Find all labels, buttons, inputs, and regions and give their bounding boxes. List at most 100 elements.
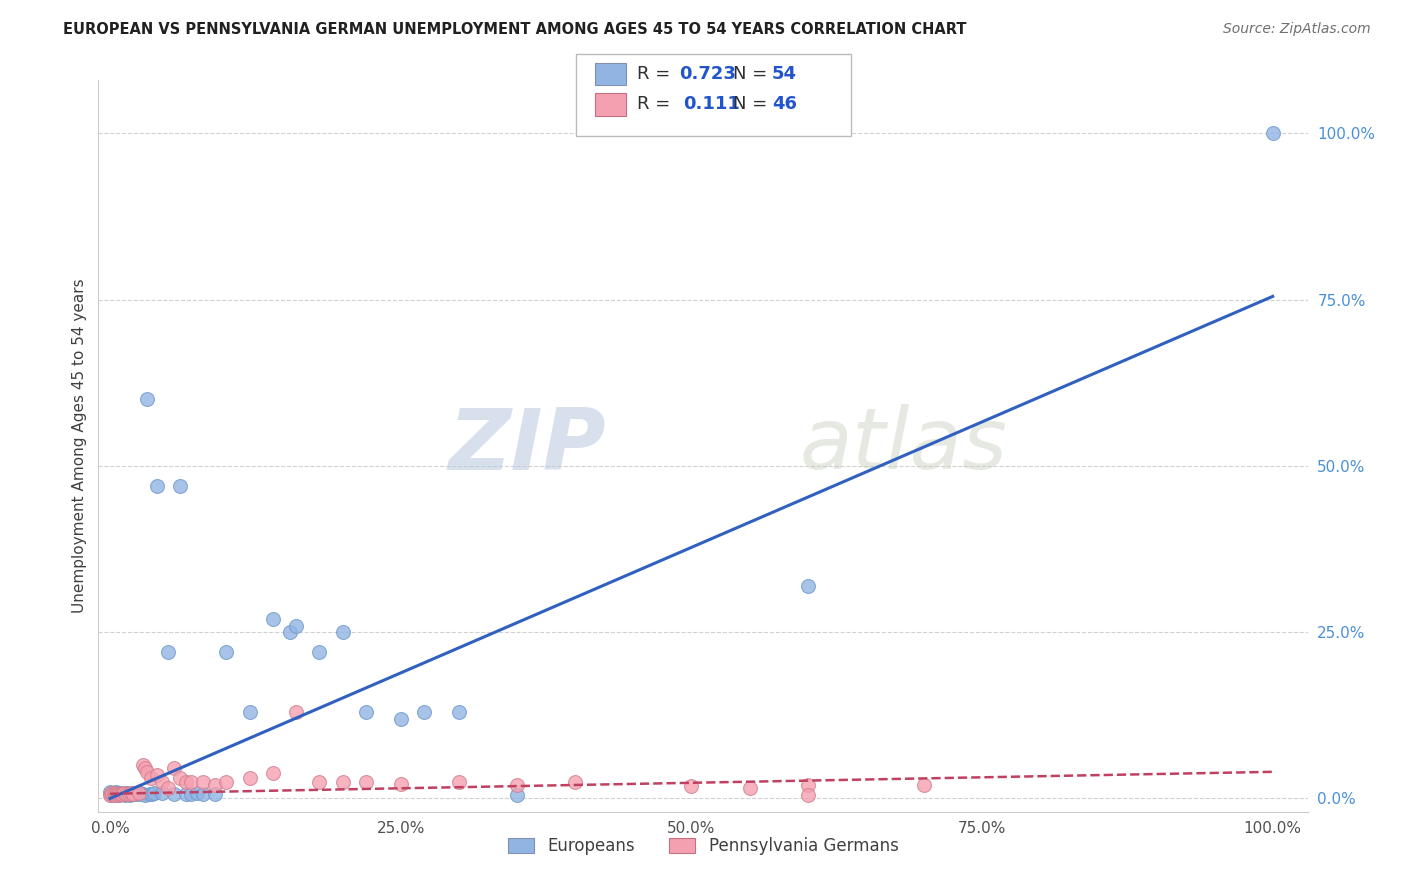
Point — [112, 786, 135, 800]
Point — [564, 774, 586, 789]
Point — [100, 786, 122, 800]
Point — [103, 788, 125, 802]
Point — [506, 778, 529, 792]
Point — [796, 778, 818, 792]
Point — [738, 781, 761, 796]
Point — [191, 788, 214, 802]
Point — [169, 479, 191, 493]
Point — [413, 705, 436, 719]
Point — [129, 786, 152, 800]
Point — [332, 625, 354, 640]
Point — [122, 788, 145, 802]
Point — [278, 625, 301, 640]
Point — [354, 774, 377, 789]
Point — [447, 705, 470, 719]
Text: atlas: atlas — [800, 404, 1008, 488]
Point — [163, 788, 186, 802]
Point — [120, 786, 142, 800]
Point — [204, 778, 226, 792]
Point — [134, 762, 156, 776]
Y-axis label: Unemployment Among Ages 45 to 54 years: Unemployment Among Ages 45 to 54 years — [72, 278, 87, 614]
Point — [104, 786, 127, 800]
Point — [138, 787, 160, 801]
Point — [122, 786, 145, 800]
Point — [157, 645, 180, 659]
Text: 54: 54 — [772, 65, 797, 83]
Point — [389, 712, 412, 726]
Point — [389, 777, 412, 791]
Point — [139, 772, 162, 786]
Point — [796, 788, 818, 802]
Point — [111, 788, 134, 802]
Point — [239, 772, 262, 786]
Legend: Europeans, Pennsylvania Germans: Europeans, Pennsylvania Germans — [501, 830, 905, 862]
Point — [796, 579, 818, 593]
Point — [174, 787, 197, 801]
Text: R =: R = — [637, 95, 682, 113]
Point — [180, 788, 202, 802]
Point — [105, 786, 128, 800]
Point — [120, 788, 142, 802]
Point — [118, 788, 141, 802]
Text: EUROPEAN VS PENNSYLVANIA GERMAN UNEMPLOYMENT AMONG AGES 45 TO 54 YEARS CORRELATI: EUROPEAN VS PENNSYLVANIA GERMAN UNEMPLOY… — [63, 22, 967, 37]
Point — [110, 787, 132, 801]
Point — [143, 786, 166, 800]
Point — [447, 774, 470, 789]
Point — [354, 705, 377, 719]
Point — [98, 785, 121, 799]
Point — [150, 774, 173, 789]
Text: R =: R = — [637, 65, 676, 83]
Point — [104, 787, 127, 801]
Point — [285, 705, 308, 719]
Point — [104, 785, 127, 799]
Point — [191, 774, 214, 789]
Point — [103, 787, 125, 801]
Point — [157, 781, 180, 796]
Point — [681, 780, 703, 794]
Point — [107, 788, 129, 802]
Point — [105, 788, 128, 802]
Point — [180, 774, 202, 789]
Text: N =: N = — [733, 95, 772, 113]
Point — [308, 645, 330, 659]
Point — [98, 788, 121, 802]
Point — [262, 612, 284, 626]
Point — [163, 762, 186, 776]
Point — [127, 787, 149, 801]
Point — [100, 788, 122, 802]
Point — [141, 788, 163, 802]
Point — [112, 787, 135, 801]
Point — [101, 786, 124, 800]
Text: 0.111: 0.111 — [683, 95, 740, 113]
Point — [1261, 127, 1284, 141]
Text: N =: N = — [733, 65, 772, 83]
Point — [145, 768, 167, 782]
Point — [115, 788, 138, 802]
Point — [104, 788, 127, 802]
Point — [332, 774, 354, 789]
Point — [134, 788, 156, 802]
Text: ZIP: ZIP — [449, 404, 606, 488]
Point — [169, 772, 191, 786]
Point — [506, 788, 529, 802]
Point — [114, 788, 136, 802]
Point — [131, 788, 153, 802]
Point — [108, 787, 131, 801]
Point — [118, 787, 141, 801]
Point — [912, 778, 935, 792]
Point — [308, 774, 330, 789]
Point — [215, 774, 238, 789]
Point — [150, 786, 173, 800]
Point — [239, 705, 262, 719]
Point — [117, 786, 139, 800]
Point — [215, 645, 238, 659]
Point — [111, 787, 134, 801]
Point — [110, 788, 132, 802]
Text: Source: ZipAtlas.com: Source: ZipAtlas.com — [1223, 22, 1371, 37]
Point — [108, 788, 131, 802]
Point — [121, 787, 143, 801]
Text: 46: 46 — [772, 95, 797, 113]
Text: 0.723: 0.723 — [679, 65, 735, 83]
Point — [136, 764, 159, 779]
Point — [174, 774, 197, 789]
